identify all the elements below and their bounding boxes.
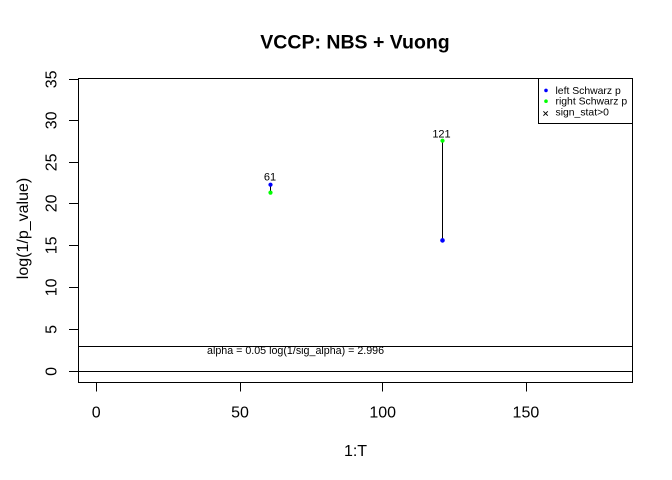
svg-text:1:T: 1:T: [344, 443, 367, 460]
svg-text:121: 121: [432, 128, 450, 140]
svg-text:50: 50: [231, 404, 249, 421]
svg-text:log(1/p_value): log(1/p_value): [15, 178, 32, 279]
svg-text:61: 61: [264, 171, 276, 183]
svg-text:25: 25: [44, 153, 61, 171]
svg-text:VCCP: NBS + Vuong: VCCP: NBS + Vuong: [260, 31, 449, 53]
svg-text:alpha = 0.05 log(1/sig_alpha): alpha = 0.05 log(1/sig_alpha) = 2.996: [207, 345, 384, 357]
svg-text:10: 10: [44, 278, 61, 296]
svg-text:30: 30: [44, 111, 61, 129]
svg-text:150: 150: [513, 404, 540, 421]
svg-text:0: 0: [92, 404, 101, 421]
svg-text:sign_stat>0: sign_stat>0: [556, 108, 610, 119]
svg-text:5: 5: [44, 325, 61, 334]
svg-text:15: 15: [44, 236, 61, 254]
svg-text:35: 35: [44, 70, 61, 88]
svg-text:20: 20: [44, 194, 61, 212]
svg-text:left Schwarz p: left Schwarz p: [556, 86, 621, 97]
svg-text:0: 0: [44, 367, 61, 376]
svg-text:100: 100: [369, 404, 396, 421]
svg-text:right Schwarz p: right Schwarz p: [556, 97, 628, 108]
